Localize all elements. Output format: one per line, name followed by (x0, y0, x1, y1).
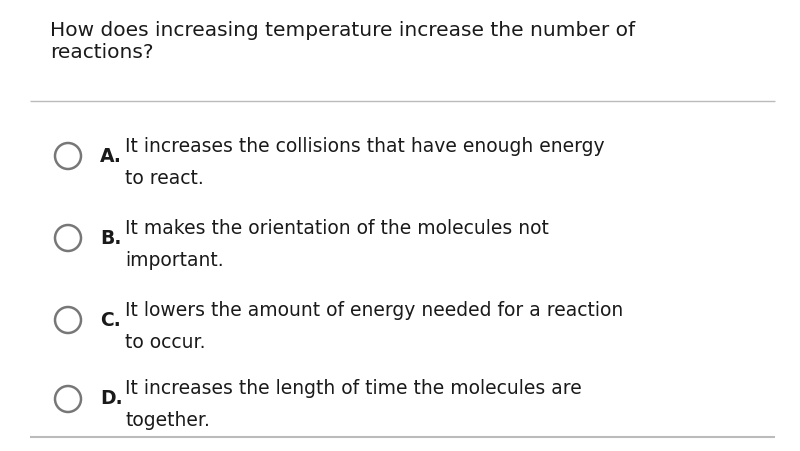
Text: It increases the collisions that have enough energy: It increases the collisions that have en… (125, 137, 605, 156)
Text: How does increasing temperature increase the number of
reactions?: How does increasing temperature increase… (50, 21, 635, 62)
Text: It lowers the amount of energy needed for a reaction: It lowers the amount of energy needed fo… (125, 300, 623, 319)
Text: It makes the orientation of the molecules not: It makes the orientation of the molecule… (125, 218, 549, 238)
Text: together.: together. (125, 411, 210, 431)
Text: to occur.: to occur. (125, 332, 206, 351)
Text: It increases the length of time the molecules are: It increases the length of time the mole… (125, 379, 582, 399)
Text: C.: C. (100, 310, 121, 330)
Text: to react.: to react. (125, 169, 204, 188)
Text: B.: B. (100, 229, 122, 248)
Text: D.: D. (100, 390, 122, 409)
Text: important.: important. (125, 250, 224, 270)
Text: A.: A. (100, 147, 122, 166)
